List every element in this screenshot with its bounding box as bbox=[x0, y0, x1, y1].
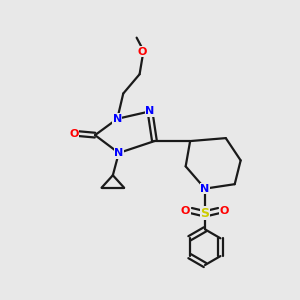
Text: N: N bbox=[113, 114, 122, 124]
Text: O: O bbox=[220, 206, 229, 216]
Text: O: O bbox=[70, 129, 79, 139]
Text: N: N bbox=[114, 148, 123, 158]
Text: S: S bbox=[200, 206, 209, 220]
Text: N: N bbox=[200, 184, 210, 194]
Text: O: O bbox=[181, 206, 190, 216]
Text: O: O bbox=[138, 47, 147, 57]
Text: N: N bbox=[146, 106, 154, 116]
